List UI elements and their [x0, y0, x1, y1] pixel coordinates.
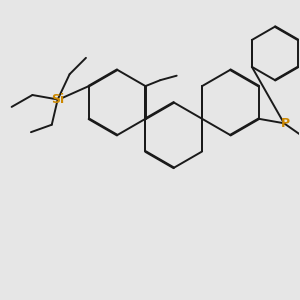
Text: Si: Si [51, 93, 64, 106]
Text: P: P [281, 117, 290, 130]
